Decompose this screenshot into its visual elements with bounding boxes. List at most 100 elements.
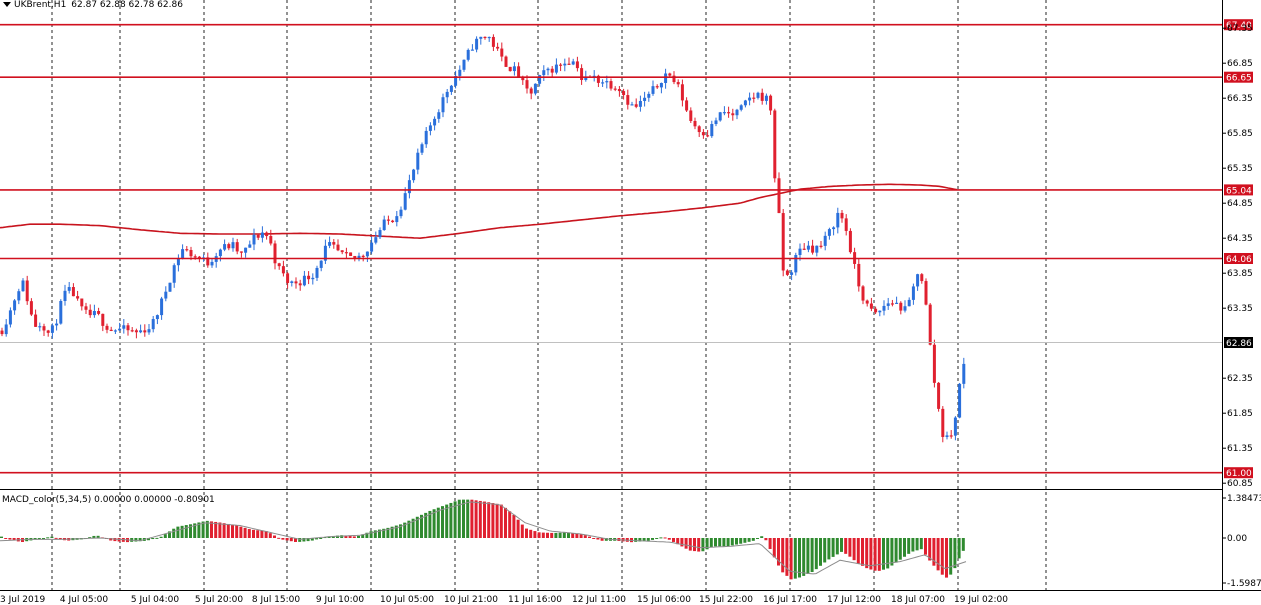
dropdown-triangle-icon[interactable] — [3, 1, 11, 7]
macd-histogram-bar — [226, 523, 230, 538]
macd-histogram-bar — [583, 535, 587, 538]
bull-candle — [449, 85, 453, 92]
bull-candle — [17, 291, 21, 301]
bull-candle — [113, 330, 117, 332]
macd-histogram-bar — [726, 538, 730, 547]
macd-histogram-bar — [718, 538, 722, 547]
macd-histogram-bar — [856, 538, 860, 564]
bear-candle — [29, 301, 33, 315]
macd-histogram-bar — [331, 535, 335, 538]
macd-histogram-bar — [46, 537, 50, 539]
macd-histogram-bar — [12, 538, 16, 541]
bull-candle — [399, 209, 403, 217]
macd-histogram-bar — [478, 500, 482, 538]
macd-histogram-bar — [604, 538, 608, 541]
macd-histogram-bar — [852, 538, 856, 561]
macd-histogram-bar — [781, 538, 785, 573]
time-scale-label: 4 Jul 05:00 — [60, 595, 109, 605]
macd-histogram-bar — [567, 532, 570, 538]
bull-candle — [815, 245, 819, 253]
level-price-label: 66.65 — [1226, 74, 1252, 84]
bull-candle — [790, 272, 794, 275]
bear-candle — [500, 48, 504, 57]
macd-histogram-bar — [159, 536, 163, 538]
bull-candle — [395, 216, 399, 223]
time-scale-label: 8 Jul 15:00 — [252, 595, 301, 605]
macd-histogram-bar — [390, 526, 394, 538]
macd-histogram-bar — [134, 538, 138, 542]
macd-histogram-bar — [247, 529, 251, 538]
bull-candle — [403, 193, 407, 210]
macd-histogram-bar — [222, 523, 226, 538]
bull-candle — [651, 86, 655, 94]
macd-histogram-bar — [571, 532, 575, 538]
bull-candle — [407, 180, 411, 194]
macd-histogram-bar — [688, 538, 692, 551]
macd-histogram-bar — [407, 520, 411, 538]
bear-candle — [349, 252, 353, 256]
macd-histogram-bar — [491, 503, 495, 538]
level-price-label: 67.40 — [1226, 21, 1252, 31]
bear-candle — [84, 306, 88, 310]
macd-histogram-bar — [457, 499, 461, 538]
macd-histogram-bar — [890, 538, 894, 566]
macd-histogram-bar — [466, 499, 470, 538]
bear-candle — [76, 296, 80, 299]
macd-histogram-bar — [176, 526, 180, 538]
bull-candle — [538, 75, 542, 84]
bear-candle — [819, 245, 823, 247]
bull-candle — [630, 104, 634, 106]
bear-candle — [634, 104, 638, 107]
bull-candle — [433, 118, 437, 126]
macd-histogram-bar — [50, 536, 54, 538]
macd-histogram-bar — [764, 538, 768, 541]
macd-histogram-bar — [520, 524, 524, 538]
bull-candle — [718, 112, 722, 121]
bear-candle — [672, 75, 676, 83]
bear-candle — [130, 330, 134, 332]
price-scale-label: 64.35 — [1227, 234, 1253, 244]
bull-candle — [244, 247, 248, 253]
bear-candle — [932, 344, 936, 383]
macd-histogram-bar — [252, 529, 255, 538]
macd-histogram-bar — [415, 516, 419, 538]
price-scale-label: 66.85 — [1227, 59, 1253, 69]
macd-histogram-bar — [436, 507, 440, 538]
macd-histogram-bar — [676, 538, 680, 545]
macd-histogram-bar — [180, 525, 184, 538]
bear-candle — [386, 219, 390, 221]
bull-candle — [437, 112, 441, 119]
macd-histogram-bar — [672, 538, 675, 542]
bear-candle — [197, 256, 201, 259]
time-scale-label: 16 Jul 17:00 — [763, 595, 817, 605]
indicator-scale-label: 0.00 — [1227, 534, 1247, 544]
macd-histogram-bar — [268, 533, 272, 538]
macd-histogram-bar — [705, 538, 709, 550]
bear-candle — [525, 80, 529, 89]
macd-histogram-bar — [936, 538, 940, 571]
macd-histogram-bar — [428, 510, 432, 538]
bull-candle — [743, 100, 747, 106]
time-scale-label: 17 Jul 12:00 — [827, 595, 881, 605]
bear-candle — [928, 304, 932, 345]
macd-histogram-bar — [785, 538, 789, 576]
bull-candle — [601, 82, 605, 84]
bull-candle — [424, 130, 428, 145]
time-scale-label: 15 Jul 06:00 — [637, 595, 691, 605]
bull-candle — [382, 219, 386, 231]
bear-candle — [865, 300, 869, 304]
bull-candle — [827, 229, 831, 236]
bull-candle — [67, 287, 71, 291]
bull-candle — [710, 124, 714, 137]
macd-histogram-bar — [634, 538, 638, 542]
bear-candle — [861, 286, 865, 301]
macd-histogram-bar — [709, 538, 713, 548]
macd-histogram-bar — [898, 538, 902, 560]
macd-histogram-bar — [382, 528, 386, 538]
macd-histogram-bar — [256, 530, 260, 538]
bear-candle — [294, 281, 298, 284]
bull-candle — [882, 305, 886, 311]
bear-candle — [617, 89, 621, 92]
